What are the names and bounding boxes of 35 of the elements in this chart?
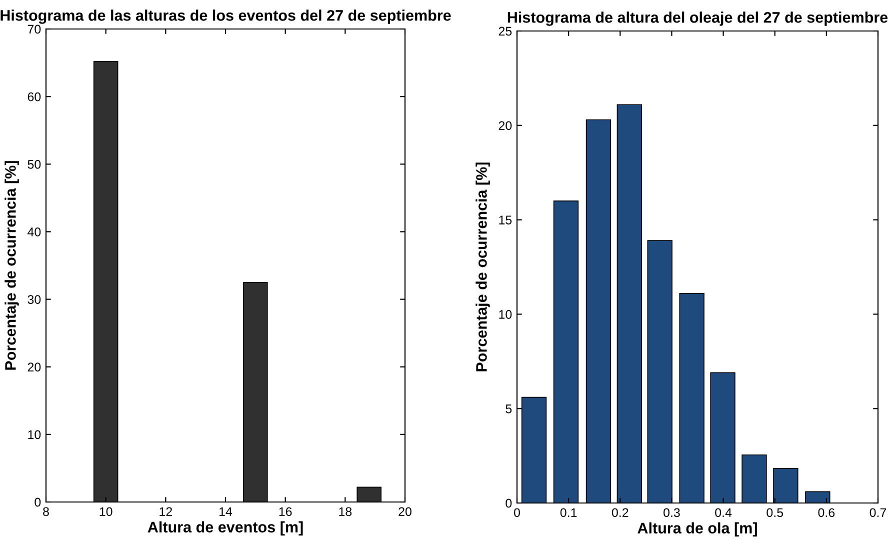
y-tick-label: 60 — [28, 92, 41, 102]
x-tick-label: 0.4 — [715, 508, 732, 518]
y-tick-label: 5 — [506, 404, 512, 414]
y-tick-label: 10 — [28, 430, 41, 440]
x-tick-label: 10 — [100, 507, 112, 516]
y-tick-label: 0 — [506, 498, 512, 508]
x-tick-label: 18 — [339, 507, 352, 516]
x-tick-label: 0 — [514, 508, 520, 518]
x-tick-label: 0.1 — [560, 508, 577, 518]
y-tick-label: 15 — [499, 216, 512, 224]
y-tick-label: 20 — [28, 362, 41, 372]
chart-title: Histograma de altura del oleaje del 27 de septiembre — [508, 12, 888, 26]
y-tick-label: 30 — [28, 295, 41, 304]
x-tick-label: 8 — [43, 507, 49, 516]
y-tick-label: 0 — [34, 498, 41, 507]
x-tick-label: 0.7 — [870, 508, 886, 518]
y-tick-label: 10 — [499, 310, 512, 319]
y-tick-label: 40 — [28, 228, 41, 236]
x-tick-label: 0.5 — [766, 508, 784, 518]
x-tick-label: 14 — [220, 507, 232, 516]
y-tick-label: 50 — [28, 160, 41, 169]
x-axis-title: Altura de ola [m] — [638, 522, 757, 537]
chart-title: Histograma de las alturas de los eventos del 27 de septiembre — [0, 10, 451, 24]
y-tick-label: 20 — [498, 121, 512, 130]
x-axis-title: Altura de eventos [m] — [148, 521, 303, 536]
x-tick-label: 0.3 — [664, 508, 680, 518]
y-tick-label: 25 — [498, 26, 512, 36]
x-tick-label: 0.2 — [612, 508, 628, 518]
x-tick-label: 12 — [160, 507, 172, 516]
x-tick-label: 0.6 — [818, 508, 835, 518]
y-axis-title: Porcentaje de ocurrencia [%] — [4, 161, 19, 370]
x-tick-label: 16 — [279, 507, 292, 516]
y-axis-title: Porcentaje de ocurrencia [%] — [476, 162, 490, 372]
y-tick-label: 70 — [28, 24, 41, 34]
x-tick-label: 20 — [398, 507, 412, 516]
